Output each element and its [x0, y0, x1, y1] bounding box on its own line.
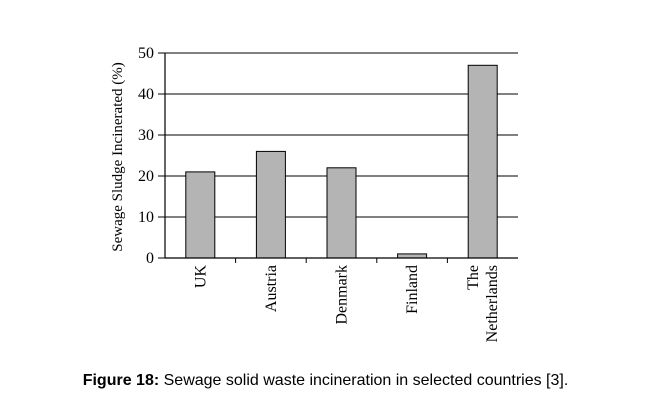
x-tick-label-line: Finland: [404, 265, 421, 314]
x-tick-label-line: Austria: [263, 265, 280, 312]
gridlines: [165, 52, 518, 218]
bar-finland: [397, 253, 428, 259]
y-tick-label-20: 20: [138, 168, 154, 185]
x-tick-label-the-netherlands: The Netherlands: [465, 265, 501, 342]
x-tick-label-uk: UK: [192, 265, 209, 289]
x-tick-label-line: The: [465, 265, 482, 290]
caption-label: Figure 18:: [82, 372, 160, 389]
bar-denmark: [326, 167, 357, 259]
y-tick-label-0: 0: [146, 250, 154, 267]
x-tick-label-denmark: Denmark: [334, 265, 351, 325]
y-tick-label-10: 10: [138, 209, 154, 226]
bar-the-netherlands: [467, 64, 498, 259]
axes: [158, 52, 518, 263]
y-tick-label-30: 30: [138, 127, 154, 144]
bars: [185, 64, 498, 259]
y-tick-label-50: 50: [138, 45, 154, 62]
x-tick-label-austria: Austria: [263, 265, 280, 312]
caption-text: Sewage solid waste incineration in selec…: [159, 372, 569, 389]
x-tick-label-line: UK: [192, 265, 209, 289]
x-tick-label-line: Denmark: [334, 265, 351, 325]
bar-uk: [185, 171, 216, 259]
x-tick-labels: UK Austria Denmark Finland The Netherlands: [192, 265, 501, 343]
x-tick-label-finland: Finland: [404, 265, 421, 314]
figure-caption: Figure 18: Sewage solid waste incinerati…: [0, 372, 651, 390]
bar-austria: [255, 150, 286, 259]
bar-chart: 0 10 20 30 40 50 UK Austria Denmark Finland The Ne…: [110, 45, 518, 343]
x-tick-label-line: Netherlands: [484, 265, 501, 342]
y-axis-label: Sewage Sludge Incinerated (%): [110, 62, 126, 252]
y-tick-label-40: 40: [138, 86, 154, 103]
y-tick-labels: 0 10 20 30 40 50: [138, 45, 154, 267]
